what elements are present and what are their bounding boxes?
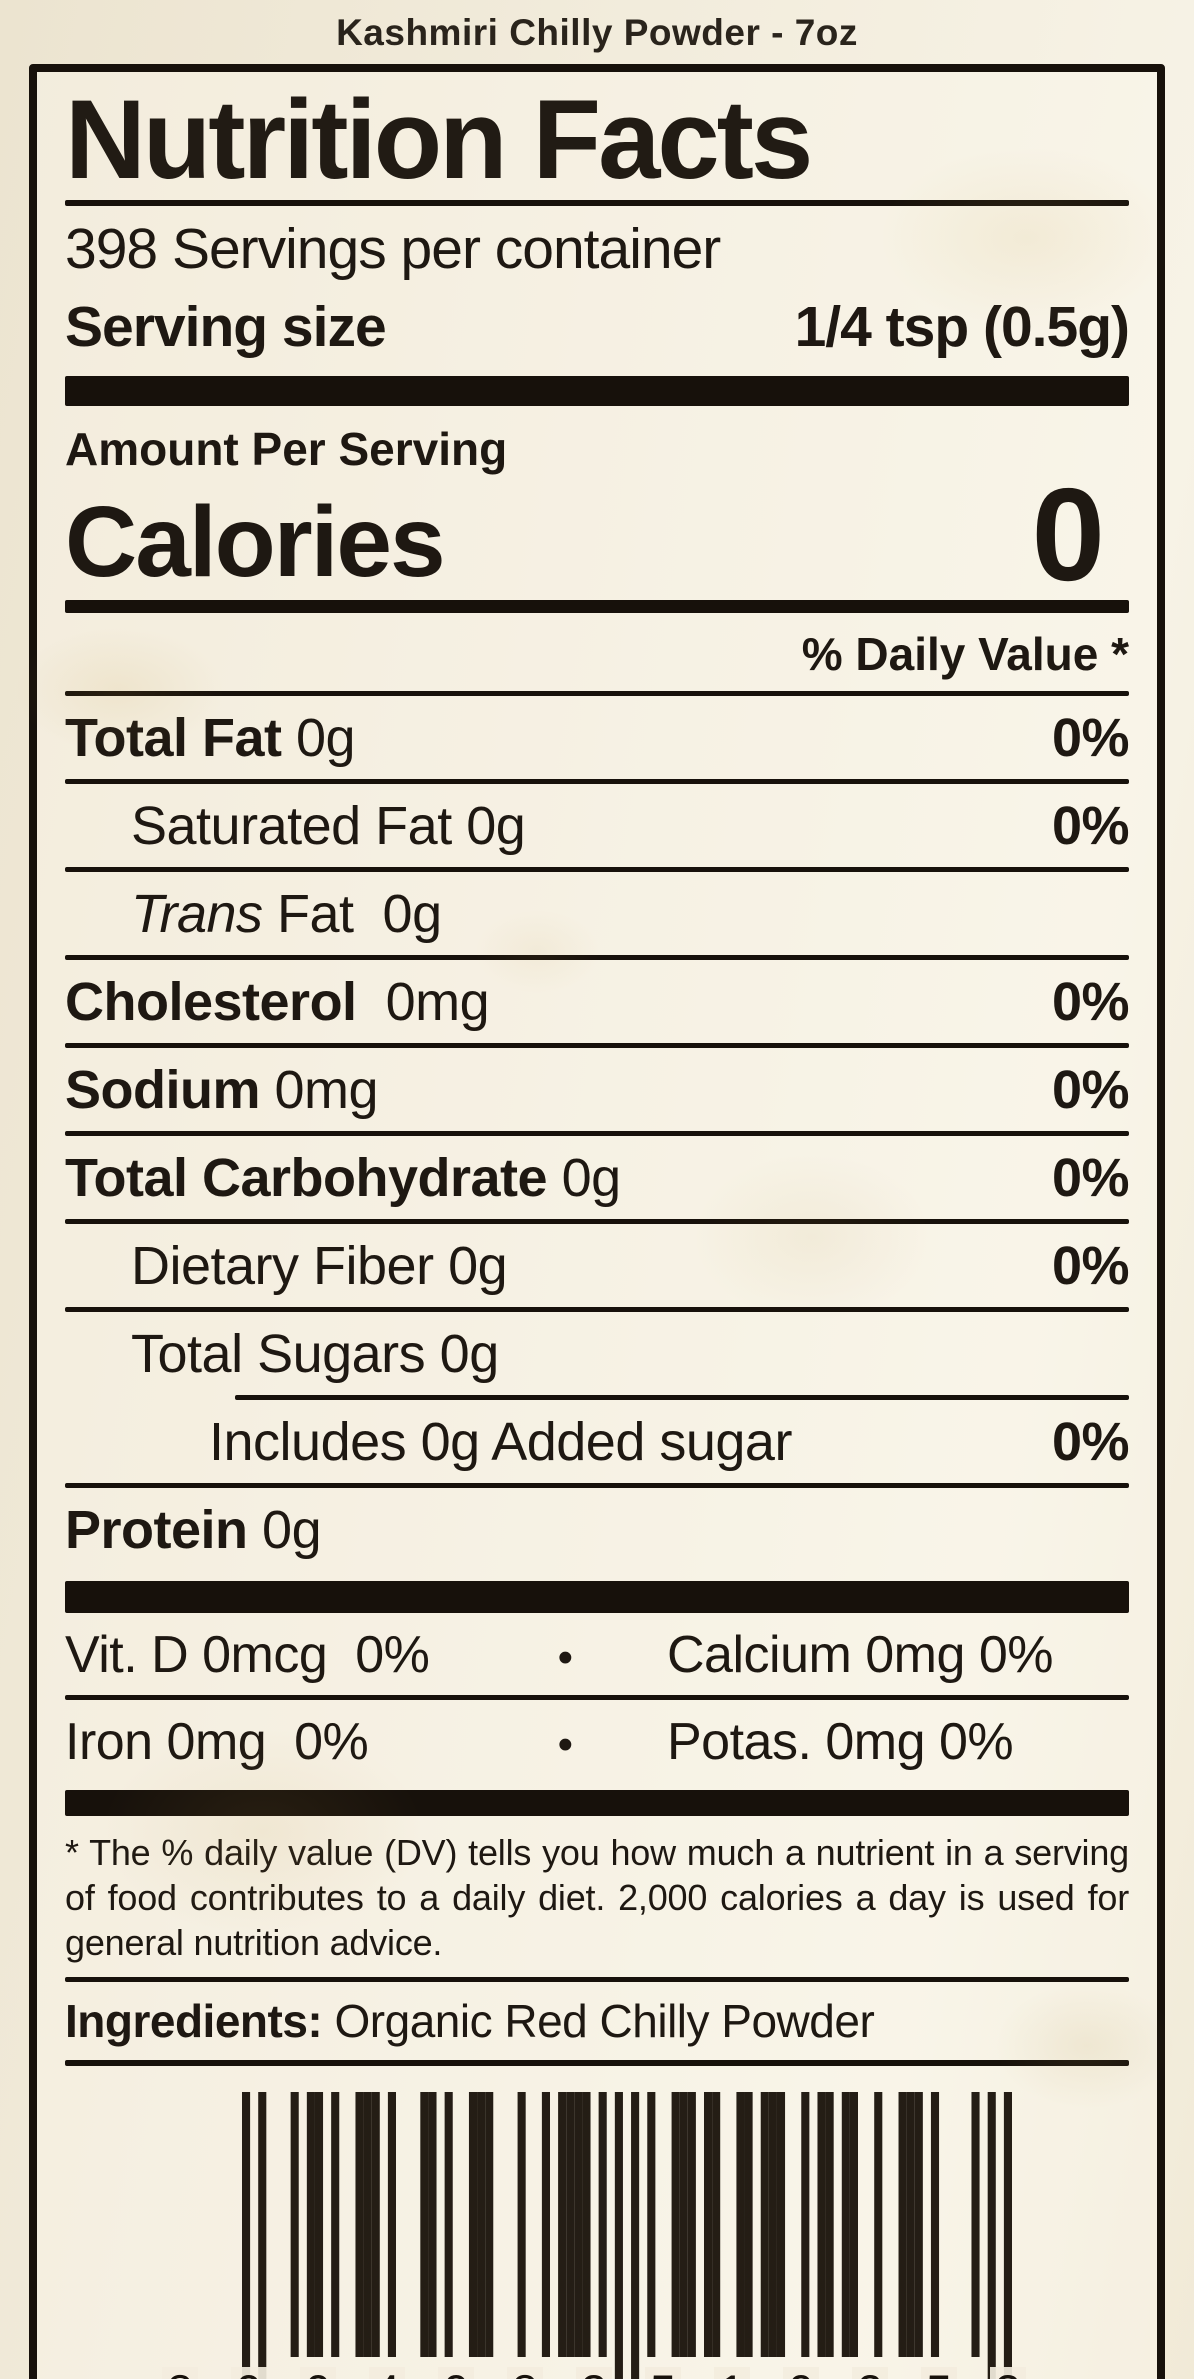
nutrient-name: Dietary Fiber 0g: [131, 1235, 508, 1296]
nutrient-amount: 0g: [547, 1147, 622, 1208]
nutrient-dv: 0%: [1051, 1235, 1130, 1296]
nutrient-row-sodium: Sodium 0mg 0%: [65, 1048, 1130, 1131]
daily-value-header: % Daily Value *: [801, 627, 1129, 680]
divider: [65, 690, 1129, 696]
nutrient-name: Includes 0g Added sugar: [209, 1411, 792, 1472]
barcode-digit: 8: [506, 2366, 544, 2379]
divider-indented: [235, 1394, 1129, 1400]
nutrient-row-total-fat: Total Fat 0g 0%: [65, 696, 1130, 779]
divider: [65, 1218, 1129, 1224]
nutrient-name: Total Carbohydrate: [65, 1147, 548, 1208]
divider: [65, 1482, 1129, 1488]
barcode-digit: 2: [851, 2366, 888, 2379]
nutrient-name: Cholesterol: [65, 971, 357, 1032]
barcode-digit: 0: [299, 2366, 337, 2379]
nutrient-dv: 0%: [1051, 795, 1130, 856]
nutrient-amount: Fat 0g: [262, 883, 442, 944]
micronutrient-left: Vit. D 0mcg 0%: [65, 1625, 430, 1684]
barcode-digit: 4: [368, 2366, 406, 2379]
divider: [65, 954, 1129, 960]
servings-per-container: 398 Servings per container: [65, 217, 721, 282]
ingredients-label: Ingredients:: [65, 1994, 323, 2047]
divider: [65, 778, 1129, 784]
micronutrient-right: Calcium 0mg 0%: [666, 1625, 1054, 1684]
barcode-digit: 5: [920, 2366, 957, 2379]
barcode-digit: 5: [644, 2366, 682, 2379]
nutrient-name-italic: Trans: [131, 883, 263, 944]
serving-size-row: Serving size 1/4 tsp (0.5g): [65, 294, 1130, 360]
nutrient-row-dietary-fiber: Dietary Fiber 0g 0%: [65, 1224, 1130, 1307]
barcode-digits: 8 9 0 4 0 8 3 5 1 0 2 5 3: [162, 2366, 1026, 2379]
nutrient-amount: 0mg: [260, 1059, 379, 1120]
barcode: 8 9 0 4 0 8 3 5 1 0 2 5 3: [162, 2091, 1032, 2379]
calories-row: Calories 0: [65, 461, 1129, 609]
nutrient-dv: 0%: [1051, 1147, 1130, 1208]
nutrient-row-cholesterol: Cholesterol 0mg 0%: [65, 960, 1130, 1043]
medium-divider: [65, 599, 1129, 613]
nutrient-row-total-carbohydrate: Total Carbohydrate 0g 0%: [65, 1136, 1130, 1219]
nutrient-amount: 0g: [281, 707, 356, 768]
barcode-bars: [242, 2091, 1012, 2379]
nutrient-row-saturated-fat: Saturated Fat 0g 0%: [65, 784, 1130, 867]
serving-size-value: 1/4 tsp (0.5g): [794, 295, 1130, 360]
divider: [65, 1694, 1129, 1700]
product-name: Kashmiri Chilly Powder - 7oz: [336, 12, 858, 53]
calories-value: 0: [1031, 461, 1105, 609]
nutrient-dv: 0%: [1051, 971, 1130, 1032]
nutrient-row-total-sugars: Total Sugars 0g: [65, 1312, 1129, 1395]
nutrient-dv: 0%: [1051, 1411, 1130, 1472]
amount-per-serving-label: Amount Per Serving: [65, 423, 508, 476]
barcode-digit: 9: [230, 2366, 268, 2379]
divider: [65, 1976, 1129, 1982]
daily-value-footnote: * The % daily value (DV) tells you how m…: [65, 1831, 1129, 1963]
barcode-digit: 1: [713, 2366, 751, 2379]
micronutrient-row-iron-potassium: Iron 0mg 0% • Potas. 0mg 0%: [65, 1700, 1129, 1782]
divider: [65, 1042, 1129, 1048]
barcode-digit: 3: [575, 2366, 613, 2379]
nutrient-name: Protein: [65, 1499, 248, 1560]
micronutrient-right: Potas. 0mg 0%: [666, 1712, 1014, 1771]
calories-label: Calories: [65, 485, 446, 598]
nutrient-name: Saturated Fat 0g: [131, 795, 526, 856]
nutrient-dv: 0%: [1051, 707, 1130, 768]
divider: [65, 866, 1129, 872]
divider: [65, 2059, 1129, 2066]
serving-size-label: Serving size: [65, 295, 387, 360]
bullet-separator-icon: •: [557, 1632, 573, 1682]
nutrient-dv: 0%: [1051, 1059, 1130, 1120]
divider: [65, 1130, 1129, 1136]
thick-divider: [65, 1580, 1129, 1613]
nutrient-name: Sodium: [65, 1059, 261, 1120]
ingredients-value: Organic Red Chilly Powder: [334, 1994, 875, 2047]
divider: [65, 200, 1129, 207]
bullet-separator-icon: •: [557, 1719, 573, 1769]
divider: [65, 1306, 1129, 1312]
barcode-digit: 8: [162, 2366, 199, 2379]
nutrient-name: Total Fat: [65, 707, 282, 768]
micronutrient-row-vitd-calcium: Vit. D 0mcg 0% • Calcium 0mg 0%: [65, 1613, 1129, 1695]
nutrition-facts-title: Nutrition Facts: [65, 77, 813, 202]
ingredients-line: Ingredients: Organic Red Chilly Powder: [65, 1994, 1129, 2060]
nutrient-name: Total Sugars 0g: [131, 1323, 499, 1384]
barcode-digit: 0: [437, 2366, 475, 2379]
nutrient-row-protein: Protein 0g: [65, 1488, 1129, 1571]
nutrient-row-trans-fat: Trans Fat 0g: [65, 872, 1129, 955]
nutrition-facts-label: Nutrition Facts 398 Servings per contain…: [29, 64, 1165, 2379]
nutrient-amount: 0g: [247, 1499, 322, 1560]
nutrient-amount: 0mg: [356, 971, 490, 1032]
barcode-digit: 0: [782, 2366, 819, 2379]
nutrient-row-added-sugar: Includes 0g Added sugar 0%: [65, 1400, 1130, 1483]
barcode-digit: 3: [989, 2366, 1026, 2379]
micronutrient-left: Iron 0mg 0%: [65, 1712, 369, 1771]
thick-divider: [65, 376, 1129, 407]
thick-divider: [65, 1789, 1129, 1816]
